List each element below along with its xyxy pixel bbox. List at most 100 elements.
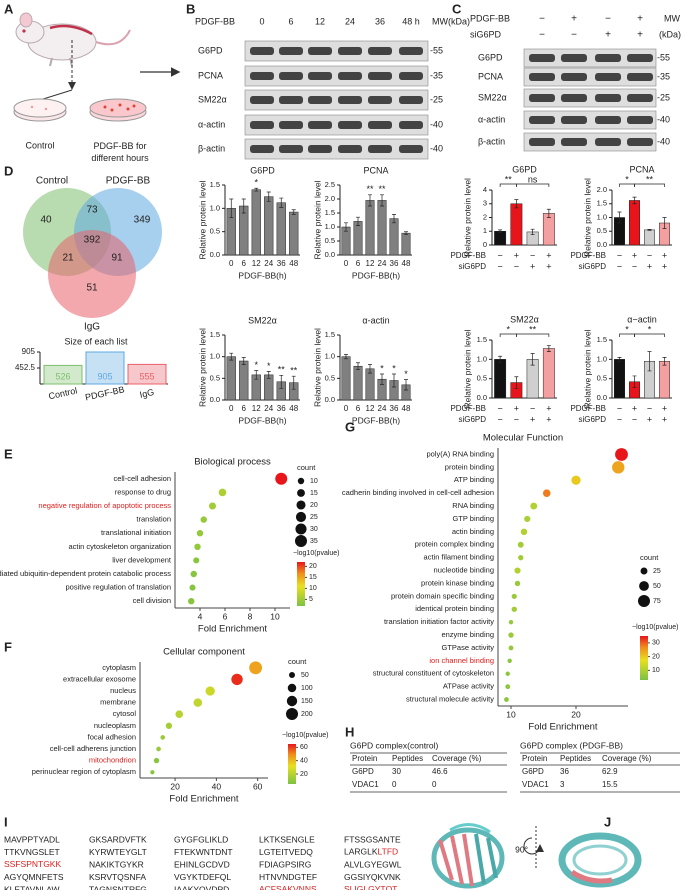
legend-label: 150	[301, 698, 313, 705]
panel-label: J	[604, 814, 611, 829]
time-label: 0	[259, 16, 264, 26]
y-tick-label: 1.0	[325, 352, 335, 361]
sequence-chunk: LGTEITVEDQ	[259, 847, 313, 857]
protein-label: G6PD	[478, 52, 503, 62]
color-bar	[640, 636, 648, 680]
x-tick-label: 0	[229, 404, 234, 413]
bar	[629, 200, 640, 246]
bar	[401, 232, 411, 256]
condition-sign: −	[530, 403, 535, 413]
blot-strip	[523, 110, 657, 130]
y-tick-label: 1.0	[210, 203, 220, 212]
y-tick-label: 1.0	[210, 352, 220, 361]
y-tick-label: 0.5	[597, 226, 607, 235]
table-cell: G6PD	[352, 767, 374, 776]
blot-band	[627, 54, 653, 62]
term-label: translation initiation factor activity	[384, 617, 494, 626]
condition-sign: +	[632, 403, 637, 413]
x-tick-label: 20	[170, 781, 180, 791]
dot	[571, 475, 581, 485]
y-tick-label: 2.0	[325, 194, 335, 203]
bar	[389, 218, 399, 256]
dot	[205, 686, 215, 696]
term-label: structural constituent of cytoskeleton	[373, 669, 494, 678]
y-tick-label: 2.5	[325, 180, 335, 189]
blot-band	[338, 121, 362, 129]
blot-band	[308, 72, 332, 80]
blot-band	[279, 121, 303, 129]
term-label: poly(A) RNA binding	[426, 449, 494, 458]
blot-strip	[523, 132, 657, 152]
sequence-chunk: LKTKSENGLE	[259, 834, 315, 844]
venn-count: 51	[86, 283, 98, 294]
legend-label: 50	[301, 672, 309, 679]
y-axis-label: Relative protein level	[582, 178, 592, 257]
error-bar	[241, 357, 246, 365]
x-tick-label: 0	[229, 259, 234, 268]
protein-label: β-actin	[478, 136, 505, 146]
x-tick-label: 60	[253, 781, 263, 791]
blot-band	[529, 94, 555, 102]
blot-band	[595, 116, 621, 124]
y-tick-label: 1.5	[210, 330, 220, 339]
error-bar	[546, 208, 551, 218]
condition-label: siG6PD	[578, 262, 606, 271]
condition-sign: +	[530, 261, 535, 271]
sequence-chunk: KYRWTEYGLT	[89, 847, 147, 857]
blot-band	[561, 138, 587, 146]
sequence-chunk: VGYKTDEFQL	[174, 872, 231, 882]
x-tick-label: 20	[571, 709, 581, 719]
y-tick-label: 1.0	[477, 354, 487, 363]
condition-sign: +	[571, 14, 577, 25]
blot-band	[595, 94, 621, 102]
condition-label: PDGF-BB	[470, 13, 510, 23]
condition-sign: +	[514, 250, 519, 260]
significance: *	[625, 324, 629, 334]
blot-strip	[244, 40, 429, 62]
bar	[127, 363, 167, 385]
legend-dot	[296, 500, 306, 510]
table-header: Protein	[352, 754, 377, 763]
condition-sign: −	[497, 250, 502, 260]
legend-title: count	[297, 463, 316, 472]
condition-label: siG6PD	[578, 415, 606, 424]
sequence-segment: SSFSPNTGKK	[4, 859, 61, 869]
dot	[208, 502, 217, 510]
error-bar	[291, 209, 296, 215]
term-label: extracellular exosome	[63, 674, 136, 683]
condition-sign: +	[546, 250, 551, 260]
condition-sign: −	[632, 414, 637, 424]
legend-label: 75	[653, 598, 661, 605]
term-label: protein complex binding	[415, 540, 494, 549]
y-tick-label: 0.5	[597, 374, 607, 383]
significance: *	[267, 361, 271, 371]
venn-count: 21	[62, 253, 74, 264]
error-bar	[647, 351, 652, 372]
condition-sign: +	[662, 414, 667, 424]
sequence-chunk: FTSSGSANTE	[344, 834, 401, 844]
chart-title: Size of each list	[64, 336, 128, 346]
y-axis-label: Relative protein level	[462, 329, 472, 408]
blot-band	[627, 116, 653, 124]
sequence-chunk: EHINLGCDVD	[174, 859, 230, 869]
bracket	[499, 333, 517, 337]
panel-label: I	[4, 814, 8, 829]
y-tick-label: 0.0	[210, 250, 220, 259]
y-tick-label: 2.0	[597, 185, 607, 194]
panel-label: G	[345, 419, 355, 434]
blot-band	[399, 121, 423, 129]
y-tick-label: 1.5	[597, 335, 607, 344]
term-label: cell-cell adhesion	[113, 474, 171, 483]
condition-label: siG6PD	[458, 262, 486, 271]
error-bar	[617, 357, 622, 362]
bracket	[516, 333, 550, 337]
error-bar	[266, 371, 271, 379]
blot-band	[368, 96, 392, 104]
x-tick-label: 8	[248, 611, 253, 621]
x-tick-label: 48	[402, 404, 411, 413]
arrow	[39, 89, 73, 101]
sequence-segment: ACFSAKVNNS	[259, 884, 317, 890]
protein-label: SM22α	[198, 94, 227, 104]
legend-label: 35	[310, 538, 318, 545]
condition-sign: −	[497, 414, 502, 424]
